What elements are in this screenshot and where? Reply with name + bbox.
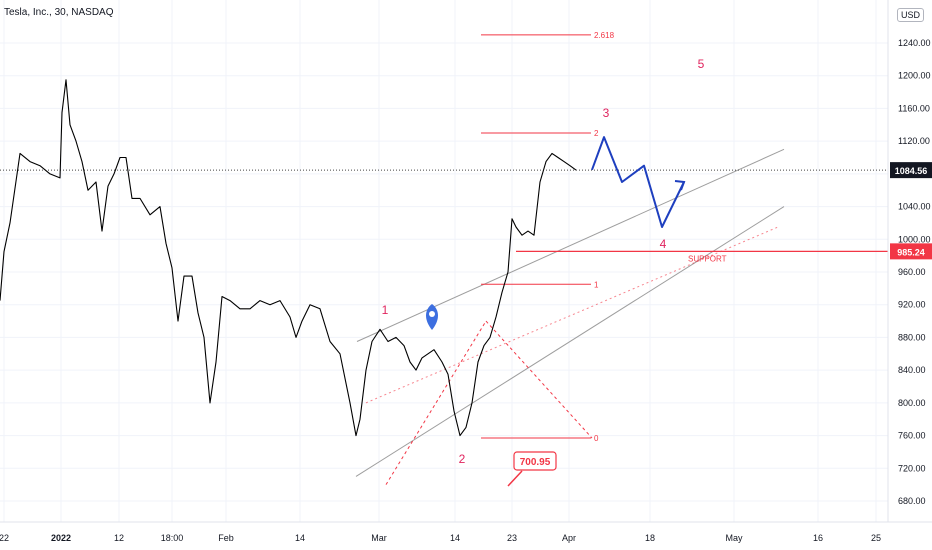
currency-badge[interactable]: USD bbox=[897, 8, 925, 22]
time-tick-label: Mar bbox=[371, 533, 387, 543]
time-axis[interactable]: 22 2022 12 18:00 Feb 14 Mar 14 23 Apr 18 May 16 25 bbox=[0, 521, 932, 543]
time-tick-label: Apr bbox=[562, 533, 576, 543]
fib-level-label: 2.618 bbox=[594, 31, 615, 40]
price-line bbox=[0, 79, 577, 437]
support-price-value: 985.24 bbox=[897, 247, 925, 257]
time-tick-label: 22 bbox=[0, 533, 9, 543]
wave-label-5: 5 bbox=[698, 57, 705, 71]
time-tick-label: 12 bbox=[114, 533, 124, 543]
last-price-badge bbox=[890, 162, 932, 179]
low-callout-pointer bbox=[507, 470, 523, 487]
time-tick-label: 25 bbox=[871, 533, 881, 543]
price-tick-label: 720.00 bbox=[898, 463, 926, 473]
support-price-badge bbox=[890, 243, 932, 260]
price-tick-label: 1040.00 bbox=[898, 202, 931, 212]
price-axis[interactable]: 680.00 720.00 760.00 800.00 840.00 880.00 920.… bbox=[887, 0, 931, 522]
chart-grid bbox=[0, 0, 888, 522]
time-tick-label: 14 bbox=[450, 533, 460, 543]
time-tick-label: Feb bbox=[218, 533, 234, 543]
price-tick-label: 960.00 bbox=[898, 267, 926, 277]
price-series bbox=[0, 79, 686, 437]
low-callout-box bbox=[513, 451, 557, 471]
price-tick-label: 1160.00 bbox=[898, 103, 930, 113]
price-tick-label: 1120.00 bbox=[898, 136, 930, 146]
price-tick-label: 920.00 bbox=[898, 300, 926, 310]
symbol-title: Tesla, Inc., 30, NASDAQ bbox=[4, 7, 114, 18]
price-tick-label: 760.00 bbox=[898, 431, 926, 441]
price-tick-label: 1200.00 bbox=[898, 71, 931, 81]
time-tick-label: 14 bbox=[295, 533, 305, 543]
price-tick-label: 880.00 bbox=[898, 332, 926, 342]
fib-level-label: 2 bbox=[594, 129, 599, 138]
time-tick-label: 2022 bbox=[51, 533, 71, 543]
last-price-value: 1084.56 bbox=[895, 166, 928, 176]
price-tick-label: 1000.00 bbox=[898, 234, 931, 244]
fib-level-label: 0 bbox=[594, 434, 599, 443]
channel-line-upper bbox=[356, 148, 785, 342]
time-tick-label: May bbox=[725, 533, 743, 543]
price-tick-label: 840.00 bbox=[898, 365, 926, 375]
map-pin-icon-dot bbox=[429, 311, 435, 317]
projection-arrowhead bbox=[674, 180, 686, 191]
time-tick-label: 16 bbox=[813, 533, 823, 543]
wave-label-1: 1 bbox=[382, 303, 389, 317]
wave-label-3: 3 bbox=[603, 106, 610, 120]
time-tick-label: 18:00 bbox=[161, 533, 184, 543]
wave-label-4: 4 bbox=[660, 237, 667, 251]
support-label: SUPPORT bbox=[688, 254, 727, 263]
price-tick-label: 800.00 bbox=[898, 398, 926, 408]
price-tick-label: 1240.00 bbox=[898, 38, 931, 48]
time-tick-label: 18 bbox=[645, 533, 655, 543]
low-callout-value: 700.95 bbox=[520, 457, 551, 468]
time-tick-label: 23 bbox=[507, 533, 517, 543]
drawing-overlays: 2.618 2 1 0 SUPPORT bbox=[0, 31, 888, 485]
fib-trend-dashed bbox=[485, 320, 593, 439]
projection-path bbox=[591, 136, 685, 228]
fib-level-label: 1 bbox=[594, 280, 599, 289]
wave-label-2: 2 bbox=[459, 452, 466, 466]
price-tick-label: 680.00 bbox=[898, 496, 926, 506]
fib-trend-dashed bbox=[385, 320, 487, 485]
